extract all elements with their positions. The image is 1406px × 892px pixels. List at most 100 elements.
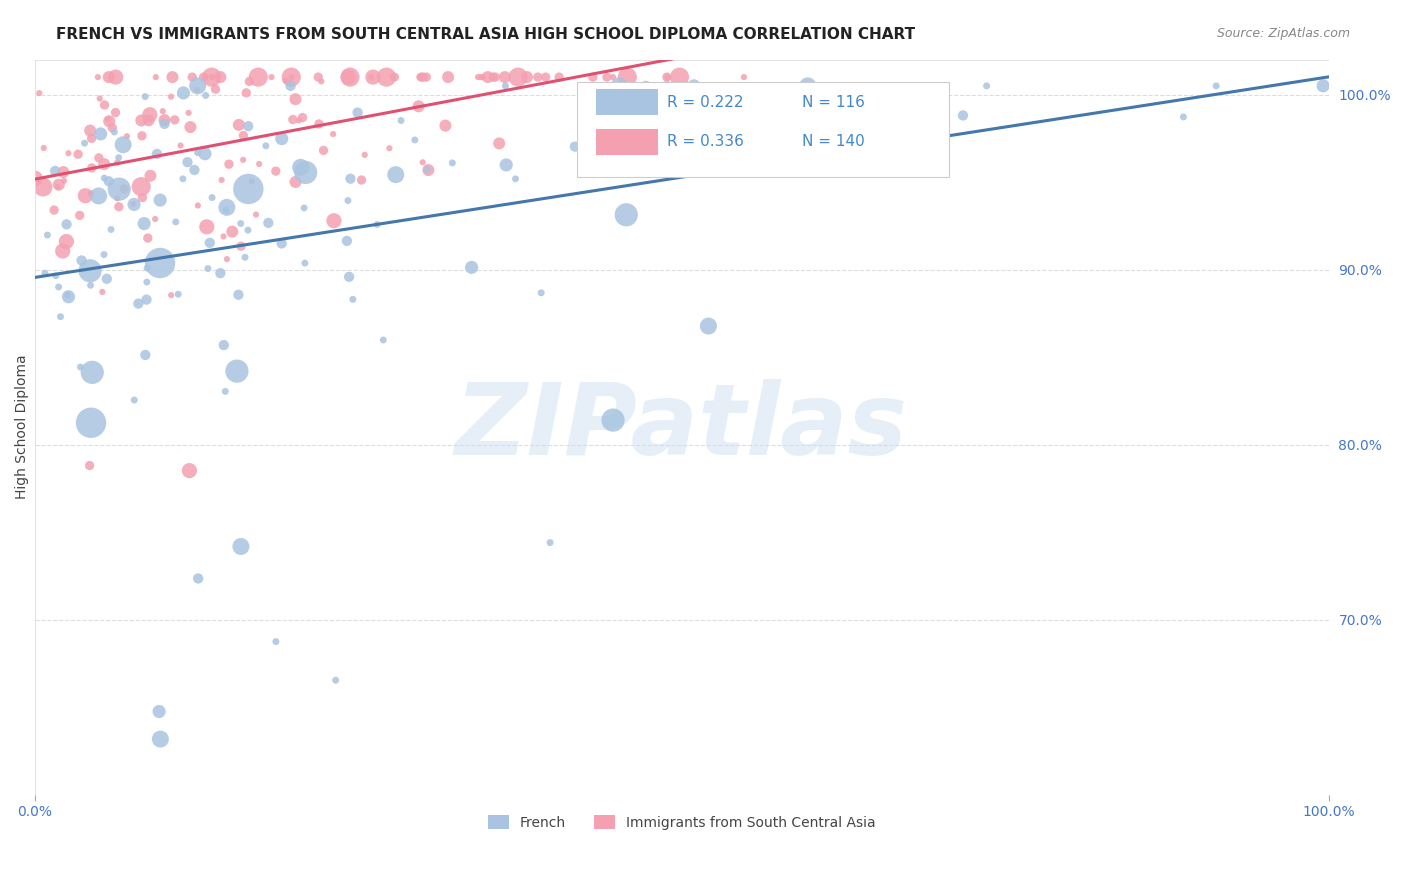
Point (100, 222, 122, 236)
Point (183, 163, 205, 178)
Point (494, 70, 516, 84)
Text: FRENCH VS IMMIGRANTS FROM SOUTH CENTRAL ASIA HIGH SCHOOL DIPLOMA CORRELATION CHA: FRENCH VS IMMIGRANTS FROM SOUTH CENTRAL … (56, 27, 915, 42)
Point (201, 70, 224, 84)
Point (34, 266, 56, 280)
Point (796, 78, 818, 93)
Point (177, 106, 200, 120)
Point (270, 236, 292, 251)
Point (70, 253, 93, 268)
Point (139, 169, 162, 183)
Point (98, 114, 121, 128)
Point (484, 70, 506, 84)
Point (193, 70, 215, 84)
Point (471, 70, 494, 84)
Point (52, 244, 75, 258)
Point (470, 70, 492, 84)
Point (495, 158, 517, 172)
Point (93, 157, 115, 171)
Point (134, 89, 156, 103)
Point (596, 70, 619, 84)
Point (112, 182, 135, 196)
Point (416, 162, 439, 177)
Point (49, 310, 72, 324)
Point (238, 182, 260, 196)
Point (187, 78, 209, 93)
Point (415, 70, 437, 84)
Point (218, 157, 240, 171)
Point (53, 174, 76, 188)
Point (195, 219, 218, 234)
Point (108, 200, 131, 214)
Point (634, 78, 657, 93)
Point (434, 119, 457, 133)
Point (187, 145, 209, 160)
Point (534, 70, 557, 84)
Point (281, 112, 304, 127)
Point (79, 278, 101, 293)
Point (1205, 78, 1227, 93)
Point (336, 194, 359, 208)
Point (198, 235, 221, 250)
Point (69, 359, 91, 374)
Legend: French, Immigrants from South Central Asia: French, Immigrants from South Central As… (482, 810, 882, 836)
Point (204, 82, 226, 96)
Point (136, 231, 159, 245)
Point (46, 180, 69, 194)
Point (278, 76, 301, 90)
Point (697, 319, 720, 334)
Point (80, 161, 103, 175)
Point (79, 123, 101, 137)
Point (408, 70, 430, 84)
Point (212, 229, 235, 244)
Point (307, 70, 329, 84)
Point (710, 132, 733, 146)
Point (655, 78, 678, 93)
Point (165, 215, 187, 229)
Point (838, 84, 860, 98)
Point (148, 705, 170, 719)
Point (280, 78, 302, 93)
Point (516, 70, 538, 84)
Point (337, 70, 360, 84)
Point (131, 128, 153, 143)
Point (194, 146, 217, 161)
Point (197, 261, 219, 276)
Point (311, 74, 333, 88)
Point (24, 171, 46, 186)
Point (105, 191, 128, 205)
Point (69, 208, 91, 222)
Point (153, 117, 176, 131)
Point (404, 133, 426, 147)
Text: ZIPatlas: ZIPatlas (456, 378, 908, 475)
Point (382, 70, 405, 84)
Text: N = 116: N = 116 (801, 95, 865, 110)
Point (104, 105, 127, 120)
Point (976, 78, 998, 93)
Point (194, 70, 217, 84)
Point (55, 235, 77, 249)
Point (160, 288, 183, 302)
Point (107, 151, 129, 165)
Point (229, 217, 252, 231)
Point (52, 165, 75, 179)
Point (312, 144, 335, 158)
Point (32, 141, 55, 155)
Point (411, 70, 433, 84)
Point (139, 108, 162, 122)
Point (167, 287, 190, 301)
Point (172, 171, 194, 186)
Point (172, 86, 194, 100)
Point (153, 113, 176, 128)
Point (104, 70, 127, 84)
Point (952, 108, 974, 122)
Point (538, 535, 561, 549)
Point (134, 348, 156, 362)
Point (488, 136, 510, 151)
Point (264, 164, 287, 178)
Point (467, 70, 489, 84)
Point (668, 70, 690, 84)
Point (284, 175, 307, 189)
Point (232, 153, 254, 167)
Point (187, 572, 209, 586)
Point (97, 174, 120, 188)
